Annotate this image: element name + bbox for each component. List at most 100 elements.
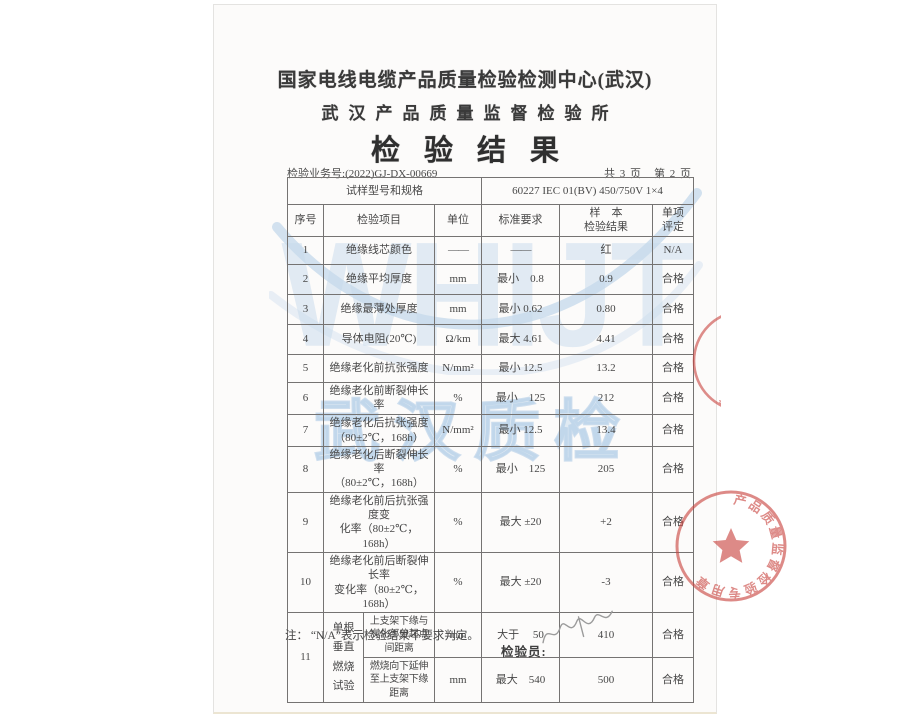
col-header-sample: 样 本检验结果 (559, 204, 653, 237)
cell-item: 燃烧向下延伸至上支架下缘距离 (363, 657, 435, 704)
cell-standard: 最小 125 (481, 445, 560, 493)
cell-item: 上支架下缘与炭化部分起点间距离 (363, 612, 435, 659)
col-header-unit: 单位 (434, 204, 482, 237)
cell-result: 4.41 (559, 323, 653, 355)
table-row: 3 绝缘最薄处厚度 mm 最小 0.62 0.80 合格 (287, 293, 695, 325)
cell-result: -3 (559, 551, 653, 614)
cell-standard: 最小 12.5 (481, 414, 560, 447)
table-row: 2 绝缘平均厚度 mm 最小 0.8 0.9 合格 (287, 263, 695, 295)
col-header-item: 检验项目 (323, 204, 435, 237)
inspector-signature (542, 610, 613, 644)
table-row: 10 绝缘老化前后断裂伸长率 变化率（80±2℃，168h） % 最大 ±20 -… (287, 551, 695, 614)
cell-verdict: 合格 (651, 263, 695, 295)
center-name-title: 国家电线电缆产品质量检验检测中心(武汉) (277, 70, 653, 91)
cell-no: 4 (287, 323, 324, 355)
cell-result: 0.80 (559, 293, 653, 325)
svg-text:质量监督检验检测专用章: 质量监督检验检测专用章 (715, 310, 721, 413)
spec-value-cell: 60227 IEC 01(BV) 450/750V 1×4 (480, 177, 695, 205)
official-seal-top: 质量监督检验检测专用章 (692, 310, 721, 413)
note-text: 注： “N/A”表示检验结果不要求判定。 (285, 630, 479, 642)
cell-verdict: 合格 (651, 491, 695, 553)
cell-verdict: 合格 (651, 353, 695, 383)
cell-unit: % (434, 381, 482, 416)
table-row: 9 绝缘老化前后抗张强度变 化率（80±2℃，168h） % 最大 ±20 +2 … (287, 491, 695, 553)
spec-row: 试样型号和规格 60227 IEC 01(BV) 450/750V 1×4 (287, 177, 695, 205)
star-icon (712, 528, 750, 563)
cell-unit: % (434, 551, 482, 614)
cell-unit: Ω/km (434, 323, 482, 355)
cell-verdict: 合格 (651, 612, 695, 659)
cell-item: 导体电阻(20℃) (323, 323, 435, 355)
col-header-standard: 标准要求 (481, 204, 560, 237)
report-page: WHIJT 武汉质检 国家电线电缆产品质量检验检测中心(武汉) 武汉产品质量监督… (213, 4, 787, 714)
results-table: 试样型号和规格 60227 IEC 01(BV) 450/750V 1×4 序号… (287, 177, 695, 704)
official-seal-bottom: 产品质量监督检验专用章 (675, 490, 787, 602)
spec-label-cell: 试样型号和规格 (287, 177, 482, 205)
cell-item: 绝缘老化后断裂伸长率 （80±2℃，168h） (323, 445, 435, 493)
cell-item: 绝缘老化前断裂伸长率 (323, 381, 435, 416)
table-row: 1 绝缘线芯颜色 —— —— 红 N/A (287, 235, 695, 265)
cell-verdict: 合格 (651, 381, 695, 416)
cell-verdict: 合格 (651, 445, 695, 493)
cell-item: 绝缘线芯颜色 (323, 235, 435, 265)
report-content: 国家电线电缆产品质量检验检测中心(武汉) 武汉产品质量监督检验所 检验结果 检验… (214, 5, 716, 712)
cell-item: 绝缘平均厚度 (323, 263, 435, 295)
cell-item: 绝缘老化后抗张强度 （80±2℃，168h） (323, 414, 435, 447)
cell-unit: N/mm² (434, 414, 482, 447)
cell-item: 绝缘最薄处厚度 (323, 293, 435, 325)
cell-unit: mm (434, 263, 482, 295)
table-row: 4 导体电阻(20℃) Ω/km 最大 4.61 4.41 合格 (287, 323, 695, 355)
cell-result: +2 (559, 491, 653, 553)
cell-item: 绝缘老化前后抗张强度变 化率（80±2℃，168h） (323, 491, 435, 553)
seal-ring-text: 质量监督检验检测专用章 (715, 310, 721, 413)
table-row: 8 绝缘老化后断裂伸长率 （80±2℃，168h） % 最小 125 205 合格 (287, 445, 695, 493)
cell-unit: —— (434, 235, 482, 265)
cell-unit: % (434, 445, 482, 493)
cell-result: 0.9 (559, 263, 653, 295)
table-row: 5 绝缘老化前抗张强度 N/mm² 最小 12.5 13.2 合格 (287, 353, 695, 383)
cell-standard: 最大 ±20 (481, 551, 560, 614)
cell-no: 1 (287, 235, 324, 265)
cell-no: 2 (287, 263, 324, 295)
col-header-verdict: 单项 评定 (651, 204, 695, 237)
cell-unit: % (434, 491, 482, 553)
cell-unit: mm (434, 293, 482, 325)
table-row: 7 绝缘老化后抗张强度 （80±2℃，168h） N/mm² 最小 12.5 13… (287, 414, 695, 447)
cell-standard: 最小 0.8 (481, 263, 560, 295)
cell-standard: 最小 125 (481, 381, 560, 416)
inspector-label: 检验员: (501, 645, 547, 659)
cell-verdict: 合格 (651, 657, 695, 704)
cell-standard: 最大 540 (481, 657, 560, 704)
cell-result: 13.4 (559, 414, 653, 447)
cell-no: 7 (287, 414, 324, 447)
cell-no: 3 (287, 293, 324, 325)
cell-item: 绝缘老化前抗张强度 (323, 353, 435, 383)
cell-standard: —— (481, 235, 560, 265)
cell-unit: mm (434, 657, 482, 704)
cell-no: 9 (287, 491, 324, 553)
report-title: 检验结果 (370, 135, 583, 167)
table-row-burn-1: 11 单根垂直燃烧试验 上支架下缘与炭化部分起点间距离 mm 大于 50 410… (287, 612, 695, 704)
cell-result: 212 (559, 381, 653, 416)
col-header-no: 序号 (287, 204, 324, 237)
cell-result: 红 (559, 235, 653, 265)
header-row: 序号 检验项目 单位 标准要求 样 本检验结果 单项 评定 (287, 204, 695, 237)
cell-no: 5 (287, 353, 324, 383)
cell-result: 13.2 (559, 353, 653, 383)
cell-standard: 最小 0.62 (481, 293, 560, 325)
cell-standard: 大于 50 (481, 612, 560, 659)
cell-no: 8 (287, 445, 324, 493)
cell-item: 绝缘老化前后断裂伸长率 变化率（80±2℃，168h） (323, 551, 435, 614)
cell-no: 6 (287, 381, 324, 416)
cell-standard: 最大 4.61 (481, 323, 560, 355)
cell-standard: 最大 ±20 (481, 491, 560, 553)
cell-verdict: N/A (651, 235, 695, 265)
cell-no: 10 (287, 551, 324, 614)
table-row: 6 绝缘老化前断裂伸长率 % 最小 125 212 合格 (287, 381, 695, 416)
cell-unit: N/mm² (434, 353, 482, 383)
cell-result: 205 (559, 445, 653, 493)
institute-name-title: 武汉产品质量监督检验所 (321, 104, 619, 123)
cell-result: 410 (559, 612, 653, 659)
cell-standard: 最小 12.5 (481, 353, 560, 383)
